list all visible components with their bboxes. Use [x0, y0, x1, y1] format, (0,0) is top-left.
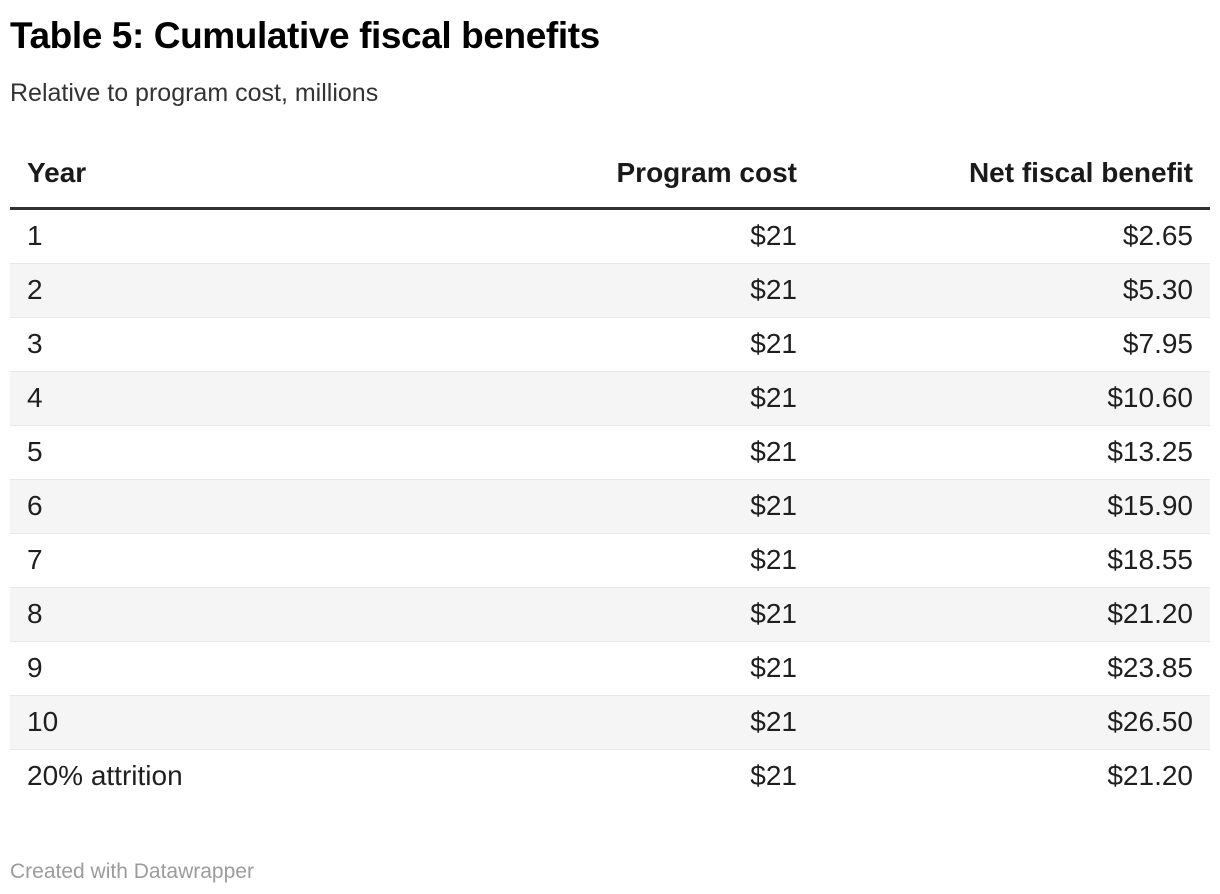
column-header-net-fiscal-benefit: Net fiscal benefit — [814, 156, 1210, 211]
fiscal-benefits-table: Year Program cost Net fiscal benefit 1 $2… — [10, 156, 1210, 803]
year-cell: 4 — [10, 371, 490, 427]
net-fiscal-benefit-cell: $13.25 — [814, 425, 1210, 481]
net-fiscal-benefit-cell: $26.50 — [814, 695, 1210, 751]
table-row: 4 $21 $10.60 — [10, 371, 1210, 427]
year-cell: 5 — [10, 425, 490, 481]
year-cell: 2 — [10, 263, 490, 319]
program-cost-cell: $21 — [490, 587, 814, 643]
table-row: 8 $21 $21.20 — [10, 587, 1210, 643]
chart-title: Table 5: Cumulative fiscal benefits — [10, 15, 600, 56]
program-cost-cell: $21 — [490, 695, 814, 751]
net-fiscal-benefit-cell: $21.20 — [1107, 760, 1193, 792]
year-cell: 6 — [10, 479, 490, 535]
program-cost-cell: $21 — [490, 533, 814, 589]
year-cell: 20% attrition — [27, 760, 183, 792]
net-fiscal-benefit-cell: $23.85 — [814, 641, 1210, 697]
net-fiscal-benefit-cell: $10.60 — [814, 371, 1210, 427]
year-cell: 10 — [10, 695, 490, 751]
program-cost-cell: $21 — [490, 425, 814, 481]
year-cell: 3 — [10, 317, 490, 373]
table-body: 1 $21 $2.65 2 $21 $5.30 3 $21 $7.95 4 $21 $10.60 5 $2… — [10, 208, 1210, 804]
table-row: 1 $21 $2.65 — [10, 208, 1210, 265]
net-fiscal-benefit-cell: $5.30 — [814, 263, 1210, 319]
net-fiscal-benefit-cell: $18.55 — [814, 533, 1210, 589]
year-cell: 9 — [10, 641, 490, 697]
datawrapper-credit-link[interactable]: Created with Datawrapper — [10, 859, 254, 883]
table-row: 3 $21 $7.95 — [10, 317, 1210, 373]
program-cost-cell: $21 — [490, 641, 814, 697]
net-fiscal-benefit-cell: $21.20 — [814, 587, 1210, 643]
table-row: 2 $21 $5.30 — [10, 263, 1210, 319]
program-cost-cell: $21 — [490, 208, 814, 265]
net-fiscal-benefit-cell: $7.95 — [814, 317, 1210, 373]
table-row: 20% attrition $21 $21.20 — [10, 750, 1210, 804]
chart-subtitle: Relative to program cost, millions — [10, 79, 379, 108]
net-fiscal-benefit-cell: $2.65 — [814, 208, 1210, 265]
table-header-row: Year Program cost Net fiscal benefit — [10, 156, 1210, 211]
program-cost-cell: $21 — [490, 371, 814, 427]
table-row: 5 $21 $13.25 — [10, 425, 1210, 481]
table-row: 10 $21 $26.50 — [10, 695, 1210, 751]
column-header-year: Year — [10, 156, 490, 211]
column-header-program-cost: Program cost — [490, 156, 814, 211]
table-row: 7 $21 $18.55 — [10, 533, 1210, 589]
program-cost-cell: $21 — [490, 263, 814, 319]
net-fiscal-benefit-cell: $15.90 — [814, 479, 1210, 535]
program-cost-cell: $21 — [490, 317, 814, 373]
program-cost-cell: $21 — [750, 760, 797, 792]
year-cell: 1 — [10, 208, 490, 265]
program-cost-cell: $21 — [490, 479, 814, 535]
table-row: 9 $21 $23.85 — [10, 641, 1210, 697]
table-row: 6 $21 $15.90 — [10, 479, 1210, 535]
year-cell: 8 — [10, 587, 490, 643]
year-cell: 7 — [10, 533, 490, 589]
